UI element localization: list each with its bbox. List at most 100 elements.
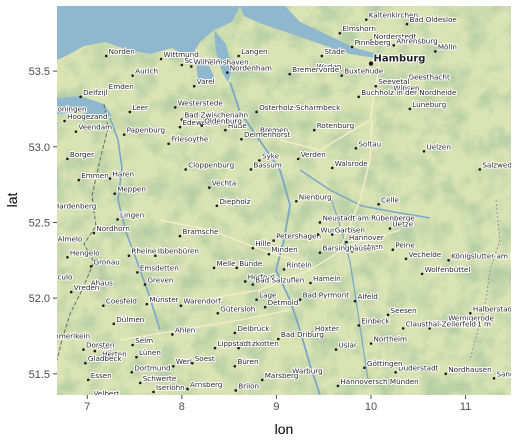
- place-label: Brilon: [238, 381, 259, 390]
- place-label: Delfzijl: [83, 88, 107, 97]
- place-detmold: Detmold: [263, 297, 299, 309]
- place-marker: [312, 69, 316, 73]
- place-emsdetten: Emsdetten: [136, 262, 180, 274]
- place-marker: [298, 298, 302, 301]
- place-label: Bramsche: [182, 227, 219, 236]
- place-marker: [225, 71, 229, 74]
- place-marker: [234, 389, 238, 392]
- x-tick-label: 8: [179, 401, 185, 413]
- place-marker: [444, 321, 448, 324]
- place-label: Westerstede: [178, 98, 224, 107]
- place-label: Minden: [271, 245, 297, 254]
- place-label: Hannover: [349, 233, 384, 242]
- place-clausthal-zellerfeld: Clausthal-Zellerfeld: [401, 318, 477, 330]
- place-label: Coesfeld: [106, 297, 137, 306]
- place-label: Leer: [132, 103, 148, 112]
- place-label: Mölln: [438, 42, 457, 51]
- place-rheine: Rheine: [127, 246, 158, 258]
- place-label: Ahlen: [175, 325, 195, 334]
- place-label: Gronau: [94, 257, 120, 266]
- place-marker: [357, 324, 361, 327]
- place-delfzijl: Delfzijl: [79, 87, 108, 99]
- place-mölln: Mölln: [434, 41, 458, 53]
- place-veendam: Veendam: [74, 122, 113, 133]
- place-marker: [233, 331, 237, 335]
- place-alfeld: Alfeld: [353, 291, 379, 303]
- place-marker: [128, 110, 132, 114]
- place-marker: [345, 240, 348, 244]
- place-bünde: Bünde: [235, 258, 264, 270]
- place-marker: [311, 331, 314, 335]
- place-almelo: Almelo: [57, 234, 83, 245]
- place-wolfenbüttel: Wolfenbüttel: [420, 264, 471, 276]
- place-marker: [309, 281, 312, 285]
- map-panel[interactable]: [57, 6, 511, 395]
- place-cloppenburg: Cloppenburg: [184, 159, 235, 171]
- place-label: Büren: [237, 357, 258, 366]
- place-vreden: Vreden: [69, 282, 100, 294]
- jade-bay: [196, 62, 214, 86]
- place-westerstede: Westerstede: [173, 97, 224, 109]
- place-marker: [235, 266, 239, 270]
- place-marker: [178, 234, 182, 238]
- place-label: Bassum: [253, 160, 281, 169]
- place-label: Bünde: [239, 259, 263, 268]
- place-label: Langen: [241, 47, 268, 56]
- place-label: Pinneberg: [355, 38, 391, 47]
- place-label: Clausthal-Zellerfeld: [406, 319, 476, 328]
- place-marker: [104, 89, 108, 93]
- place-label: Hardenberg: [54, 201, 97, 210]
- place-marker: [178, 125, 182, 129]
- place-marker: [350, 45, 354, 49]
- place-label: Hameln: [313, 274, 341, 283]
- place-marker: [404, 80, 408, 83]
- place-label: Gladbeck: [88, 354, 122, 363]
- place-marker: [50, 209, 53, 212]
- place-marker: [447, 258, 450, 262]
- place-göttingen: Göttingen: [363, 358, 404, 370]
- place-label: Iserlohn: [156, 383, 185, 392]
- place-label: Walsrode: [335, 159, 369, 168]
- place-label: Uelzen: [426, 142, 450, 151]
- place-marker: [336, 384, 340, 388]
- place-marker: [369, 39, 373, 43]
- place-marker: [408, 107, 412, 111]
- place-hamburg: Hamburg: [368, 53, 426, 66]
- y-tick-label: 53.5: [29, 66, 50, 78]
- place-label: Verden: [301, 150, 326, 159]
- place-syke: Syke: [258, 150, 281, 162]
- place-label: Syke: [262, 151, 280, 160]
- place-duderstadt: Duderstadt: [394, 362, 440, 374]
- place-marker: [294, 199, 298, 203]
- place-selm: Selm: [131, 335, 154, 347]
- place-marker: [190, 65, 193, 68]
- place-label: Göttingen: [367, 359, 403, 368]
- place-petershagen: Petershagen: [272, 231, 322, 242]
- place-label: Hannoversch Münden: [340, 377, 418, 386]
- place-marker: [363, 366, 366, 370]
- place-essen: Essen: [86, 370, 113, 382]
- place-marker: [108, 177, 112, 180]
- place-marker: [116, 218, 119, 221]
- place-wernigerode: Wernigerode: [444, 312, 495, 324]
- place-label: Vechelde: [409, 250, 442, 259]
- place-marker: [92, 231, 96, 235]
- place-sangerhausen: Sangerhausen: [492, 368, 511, 380]
- place-brilon: Brilon: [234, 380, 260, 392]
- place-marker: [391, 248, 395, 251]
- place-rinteln: Rinteln: [282, 259, 313, 271]
- place-label: Bad Oldesloe: [409, 15, 457, 24]
- place-marker: [130, 370, 134, 374]
- place-bad-driburg: Bad Driburg: [277, 329, 325, 341]
- place-brocken-1141-m: Brocken 1141 m: [428, 318, 492, 330]
- place-label: Dülmen: [116, 315, 144, 324]
- place-label: Lüneburg: [412, 100, 446, 109]
- place-marker: [131, 343, 134, 347]
- place-marker: [369, 342, 373, 345]
- place-kaltenkirchen: Kaltenkirchen: [364, 10, 419, 21]
- place-marker: [143, 283, 147, 286]
- place-borculo: Borculo: [57, 271, 73, 282]
- place-norden: Norden: [104, 46, 136, 58]
- place-label: Wunstorf: [321, 226, 354, 235]
